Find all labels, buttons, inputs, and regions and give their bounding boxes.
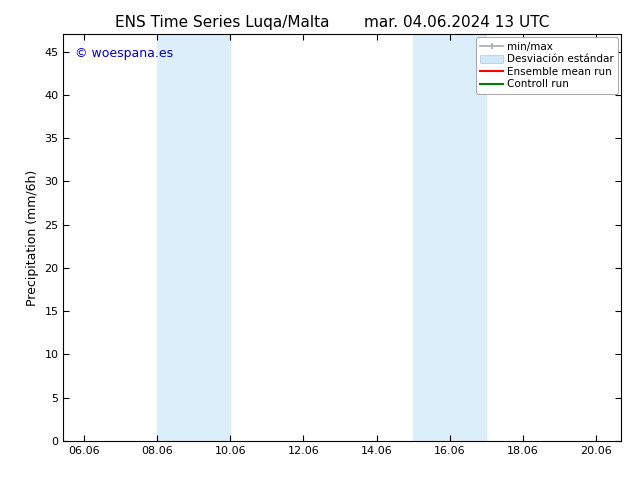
- Y-axis label: Precipitation (mm/6h): Precipitation (mm/6h): [26, 170, 39, 306]
- Bar: [413, 34, 486, 441]
- Bar: [157, 34, 230, 441]
- Text: ENS Time Series Luqa/Malta: ENS Time Series Luqa/Malta: [115, 15, 329, 30]
- Text: mar. 04.06.2024 13 UTC: mar. 04.06.2024 13 UTC: [364, 15, 549, 30]
- Text: © woespana.es: © woespana.es: [75, 47, 172, 59]
- Legend: min/max, Desviación estándar, Ensemble mean run, Controll run: min/max, Desviación estándar, Ensemble m…: [476, 37, 618, 94]
